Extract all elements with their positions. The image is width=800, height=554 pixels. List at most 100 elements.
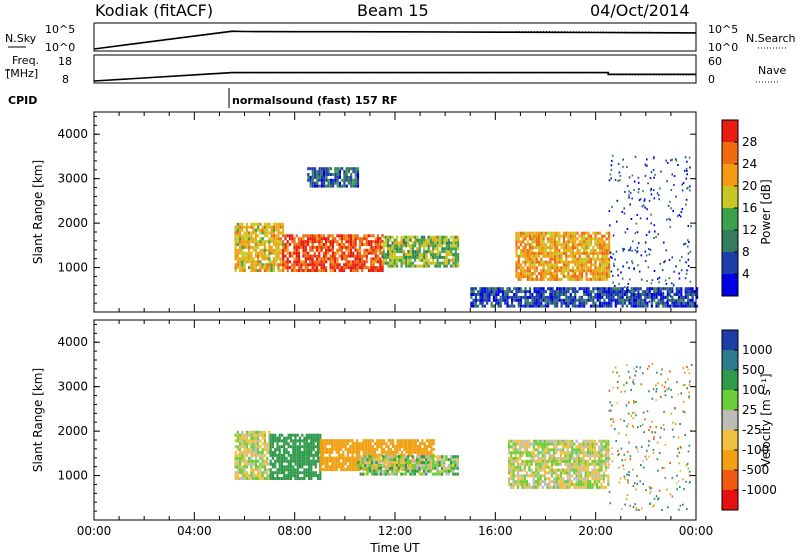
range-cell <box>311 245 314 249</box>
range-cell <box>436 250 439 254</box>
scatter-cell <box>651 363 654 365</box>
range-cell <box>402 250 405 254</box>
range-cell <box>263 471 266 475</box>
range-cell <box>553 272 556 276</box>
range-cell <box>331 248 334 252</box>
range-cell <box>374 237 377 241</box>
range-cell <box>603 290 606 294</box>
y-tick-label: 4000 <box>57 335 88 349</box>
range-cell <box>362 447 365 451</box>
scatter-cell <box>624 286 626 289</box>
range-cell <box>291 240 294 244</box>
range-cell <box>617 301 620 305</box>
range-cell <box>528 254 532 258</box>
range-cell <box>393 247 396 251</box>
range-cell <box>296 459 299 463</box>
range-cell <box>384 461 387 464</box>
range-cell <box>573 471 576 475</box>
range-cell <box>356 266 359 270</box>
range-cell <box>425 255 428 259</box>
scatter-cell <box>687 288 690 290</box>
scatter-cell <box>628 190 630 193</box>
range-cell <box>386 472 389 476</box>
range-cell <box>381 269 384 272</box>
n-sky-line <box>93 30 697 50</box>
scatter-cell <box>609 255 612 258</box>
range-cell <box>410 439 413 443</box>
range-cell <box>562 243 565 247</box>
range-cell <box>441 238 444 242</box>
range-cell <box>371 439 374 443</box>
range-cell <box>354 257 357 261</box>
range-cell <box>427 238 430 242</box>
range-cell <box>427 469 430 473</box>
range-cell <box>271 433 274 437</box>
range-cell <box>350 181 353 185</box>
range-cell <box>600 457 603 460</box>
range-cell <box>422 463 425 467</box>
range-cell <box>234 225 237 229</box>
range-cell <box>311 234 314 238</box>
range-cell <box>243 474 246 478</box>
range-cell <box>349 465 352 469</box>
range-cell <box>254 459 257 463</box>
range-cell <box>245 448 248 452</box>
range-cell <box>637 293 640 296</box>
range-cell <box>501 290 505 294</box>
range-cell <box>409 461 412 464</box>
range-cell <box>486 287 489 291</box>
scatter-cell <box>609 173 612 176</box>
scatter-cell <box>655 384 657 387</box>
range-cell <box>274 477 277 480</box>
range-cell <box>589 454 592 458</box>
range-cell <box>245 451 248 454</box>
range-cell <box>604 442 608 446</box>
range-cell <box>582 442 585 446</box>
range-cell <box>402 235 405 239</box>
range-cell <box>429 261 433 265</box>
range-cell <box>303 442 306 446</box>
range-cell <box>587 243 590 247</box>
range-cell <box>452 458 455 462</box>
y-tick-label: 1000 <box>57 261 88 275</box>
scatter-cell <box>683 411 686 414</box>
range-cell <box>317 459 320 463</box>
range-cell <box>293 269 296 272</box>
range-cell <box>245 260 248 264</box>
range-cell <box>533 260 536 264</box>
range-cell <box>319 436 322 440</box>
range-cell <box>416 445 419 448</box>
range-cell <box>234 439 237 443</box>
range-cell <box>297 266 301 270</box>
range-cell <box>600 442 603 446</box>
range-cell <box>241 263 244 267</box>
range-cell <box>457 238 460 242</box>
scatter-cell <box>621 459 623 462</box>
scatter-cell <box>618 466 620 469</box>
range-cell <box>556 240 559 244</box>
range-cell <box>540 290 543 294</box>
range-cell <box>314 462 317 466</box>
range-cell <box>352 184 355 188</box>
range-cell <box>353 468 356 472</box>
range-cell <box>279 243 282 246</box>
range-cell <box>268 260 271 264</box>
range-cell <box>598 263 602 267</box>
range-cell <box>574 254 577 258</box>
range-cell <box>673 298 676 302</box>
range-cell <box>354 173 357 176</box>
scatter-cell <box>642 466 645 469</box>
range-cell <box>322 266 325 270</box>
range-cell <box>555 457 558 460</box>
range-cell <box>418 250 421 254</box>
range-cell <box>361 237 364 241</box>
range-cell <box>539 465 542 469</box>
range-cell <box>418 455 421 459</box>
range-cell <box>286 269 289 272</box>
range-cell <box>272 237 275 241</box>
range-cell <box>612 295 615 299</box>
range-cell <box>591 442 594 446</box>
range-cell <box>376 257 380 261</box>
range-cell <box>263 462 266 466</box>
range-cell <box>316 170 319 174</box>
